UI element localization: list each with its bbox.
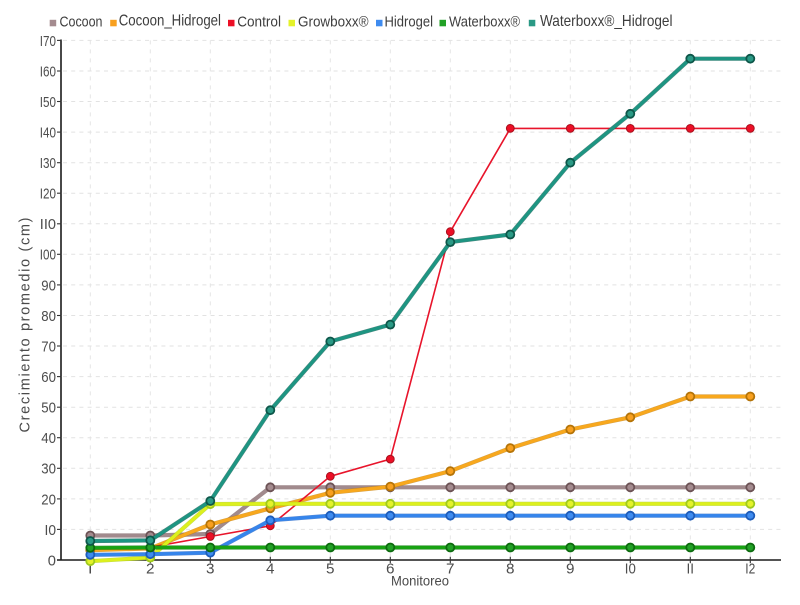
- svg-text:I40: I40: [40, 126, 56, 142]
- svg-text:3: 3: [206, 562, 215, 578]
- svg-text:Hidrogel: Hidrogel: [385, 13, 434, 30]
- svg-text:I0: I0: [45, 523, 57, 539]
- svg-text:Cocoon: Cocoon: [60, 13, 103, 30]
- svg-text:Control: Control: [237, 13, 281, 30]
- svg-text:2: 2: [146, 562, 155, 578]
- svg-text:40: 40: [41, 431, 56, 447]
- svg-text:60: 60: [41, 370, 56, 386]
- svg-text:I30: I30: [40, 156, 56, 172]
- svg-text:II: II: [687, 562, 695, 578]
- svg-text:8: 8: [506, 562, 515, 578]
- svg-text:9: 9: [566, 562, 575, 578]
- svg-text:I2: I2: [745, 562, 755, 578]
- svg-text:30: 30: [41, 462, 56, 478]
- svg-text:5: 5: [326, 562, 335, 578]
- svg-text:Growboxx®: Growboxx®: [298, 13, 369, 30]
- svg-text:I20: I20: [40, 187, 56, 203]
- svg-text:Cocoon_Hidrogel: Cocoon_Hidrogel: [119, 12, 221, 29]
- svg-text:4: 4: [266, 562, 275, 578]
- svg-text:70: 70: [41, 339, 56, 355]
- svg-text:80: 80: [41, 309, 56, 325]
- svg-text:6: 6: [386, 562, 395, 578]
- svg-text:I70: I70: [40, 34, 56, 50]
- svg-text:50: 50: [41, 401, 56, 417]
- svg-text:Waterboxx®_Hidrogel: Waterboxx®_Hidrogel: [540, 13, 673, 30]
- svg-text:Waterboxx®: Waterboxx®: [449, 13, 520, 30]
- svg-text:Crecimiento promedio (cm): Crecimiento promedio (cm): [18, 218, 34, 433]
- svg-text:90: 90: [41, 278, 56, 294]
- svg-text:20: 20: [41, 492, 56, 508]
- svg-text:I0: I0: [625, 562, 636, 578]
- svg-text:I50: I50: [40, 95, 56, 111]
- svg-text:7: 7: [446, 562, 455, 578]
- svg-text:I00: I00: [40, 248, 56, 264]
- svg-text:I: I: [88, 562, 93, 578]
- svg-text:I60: I60: [40, 64, 56, 80]
- svg-text:II0: II0: [40, 217, 56, 233]
- svg-text:0: 0: [48, 553, 56, 569]
- svg-text:Monitoreo: Monitoreo: [391, 574, 449, 589]
